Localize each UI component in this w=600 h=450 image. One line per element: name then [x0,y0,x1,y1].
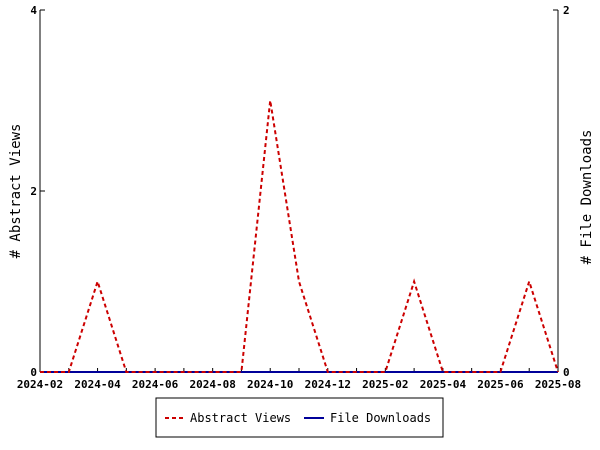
legend-label-file-downloads: File Downloads [330,411,431,425]
x-tick-label: 2025-04 [420,378,467,391]
y-right-tick-label: 2 [563,4,570,17]
x-tick-label: 2025-02 [362,378,408,391]
y-left-tick-label: 2 [30,185,37,198]
x-tick-label: 2025-08 [535,378,581,391]
x-tick-label: 2024-08 [189,378,235,391]
axes: 2024-02 2024-04 2024-06 2024-08 2024-10 2024-… [17,4,581,391]
x-tick-label: 2024-06 [132,378,179,391]
legend: Abstract Views File Downloads [155,397,444,438]
y-left-tick-label: 0 [30,366,37,379]
legend-label-abstract-views: Abstract Views [190,411,291,425]
y-axis-left-title: # Abstract Views [8,124,24,259]
y-axis-right-title: # File Downloads [579,130,595,265]
x-tick-label: 2024-04 [74,378,121,391]
x-tick-label: 2024-02 [17,378,63,391]
x-tick-label: 2024-10 [247,378,293,391]
y-right-tick-label: 0 [563,366,570,379]
y-left-tick-label: 4 [30,4,37,17]
x-tick-label: 2025-06 [477,378,524,391]
series-line-abstract-views [40,100,559,373]
series-layer [40,100,559,373]
x-tick-label: 2024-12 [305,378,351,391]
legend-box [155,397,444,438]
